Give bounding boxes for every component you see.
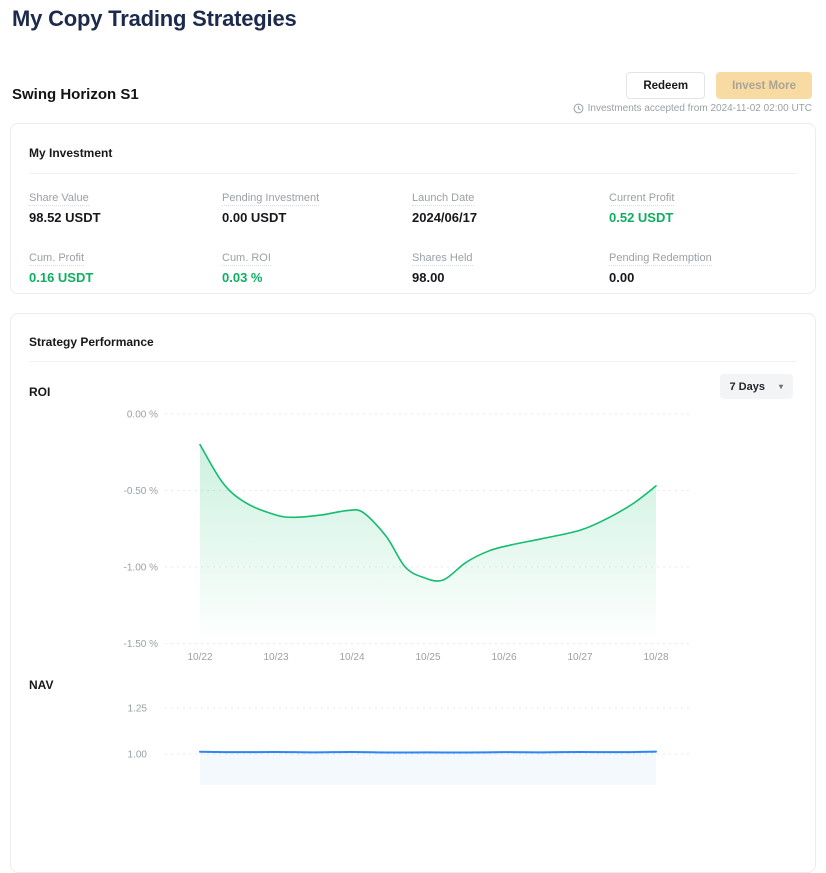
field-label[interactable]: Shares Held — [412, 252, 473, 266]
svg-text:10/27: 10/27 — [567, 652, 592, 663]
investment-notice-text: Investments accepted from 2024-11-02 02:… — [587, 103, 812, 114]
svg-text:10/23: 10/23 — [263, 652, 288, 663]
invest-more-button[interactable]: Invest More — [716, 72, 812, 99]
svg-text:-1.00 %: -1.00 % — [124, 563, 159, 574]
field-label[interactable]: Current Profit — [609, 192, 675, 206]
nav-chart-label: NAV — [29, 678, 54, 692]
svg-text:10/24: 10/24 — [339, 652, 364, 663]
field-cum-profit: Cum. Profit 0.16 USDT — [29, 248, 209, 285]
roi-chart[interactable]: 0.00 % -0.50 % -1.00 % -1.50 % 10/22 10/23 10/… — [0, 400, 826, 670]
divider — [29, 173, 797, 174]
field-value: 0.03 % — [222, 270, 263, 285]
field-shares-held: Shares Held 98.00 — [412, 248, 592, 285]
redeem-button[interactable]: Redeem — [626, 72, 706, 99]
svg-text:10/26: 10/26 — [491, 652, 516, 663]
svg-text:10/22: 10/22 — [187, 652, 212, 663]
page-title: My Copy Trading Strategies — [12, 6, 297, 31]
field-cum-roi: Cum. ROI 0.03 % — [222, 248, 402, 285]
chevron-down-icon: ▾ — [778, 382, 783, 391]
field-value: 98.52 USDT — [29, 210, 101, 225]
my-investment-title: My Investment — [29, 146, 113, 160]
field-value: 0.00 — [609, 270, 635, 285]
field-label[interactable]: Launch Date — [412, 192, 475, 206]
field-current-profit: Current Profit 0.52 USDT — [609, 188, 789, 225]
copy-trading-page: My Copy Trading Strategies Swing Horizon… — [0, 6, 826, 873]
strategy-name: Swing Horizon S1 — [12, 86, 139, 103]
time-range-dropdown[interactable]: 7 Days ▾ — [719, 374, 793, 399]
field-label[interactable]: Cum. ROI — [222, 252, 271, 266]
svg-text:1.25: 1.25 — [128, 704, 148, 715]
strategy-actions: Redeem Invest More — [626, 72, 812, 99]
field-label[interactable]: Pending Redemption — [609, 252, 712, 266]
svg-text:0.00 %: 0.00 % — [127, 410, 158, 421]
svg-text:1.00: 1.00 — [128, 750, 148, 761]
field-pending-investment: Pending Investment 0.00 USDT — [222, 188, 402, 225]
field-value: 0.16 USDT — [29, 270, 94, 285]
field-value: 0.00 USDT — [222, 210, 287, 225]
roi-chart-label: ROI — [29, 385, 51, 399]
field-label[interactable]: Pending Investment — [222, 192, 320, 206]
svg-text:10/25: 10/25 — [415, 652, 440, 663]
nav-chart[interactable]: 1.25 1.00 — [0, 695, 826, 785]
svg-text:10/28: 10/28 — [643, 652, 668, 663]
field-share-value: Share Value 98.52 USDT — [29, 188, 209, 225]
field-value: 2024/06/17 — [412, 210, 478, 225]
strategy-performance-title: Strategy Performance — [29, 335, 154, 349]
svg-text:-1.50 %: -1.50 % — [124, 639, 159, 650]
divider — [29, 361, 797, 362]
field-pending-redemption: Pending Redemption 0.00 — [609, 248, 789, 285]
field-launch-date: Launch Date 2024/06/17 — [412, 188, 592, 225]
svg-text:-0.50 %: -0.50 % — [124, 486, 159, 497]
my-investment-card: My Investment Share Value 98.52 USDT Pen… — [10, 123, 816, 294]
field-value: 0.52 USDT — [609, 210, 674, 225]
field-label[interactable]: Share Value — [29, 192, 89, 206]
clock-icon — [573, 103, 584, 114]
investment-notice: Investments accepted from 2024-11-02 02:… — [573, 103, 812, 114]
time-range-selected: 7 Days — [729, 380, 765, 393]
field-label[interactable]: Cum. Profit — [29, 252, 85, 266]
field-value: 98.00 — [412, 270, 445, 285]
